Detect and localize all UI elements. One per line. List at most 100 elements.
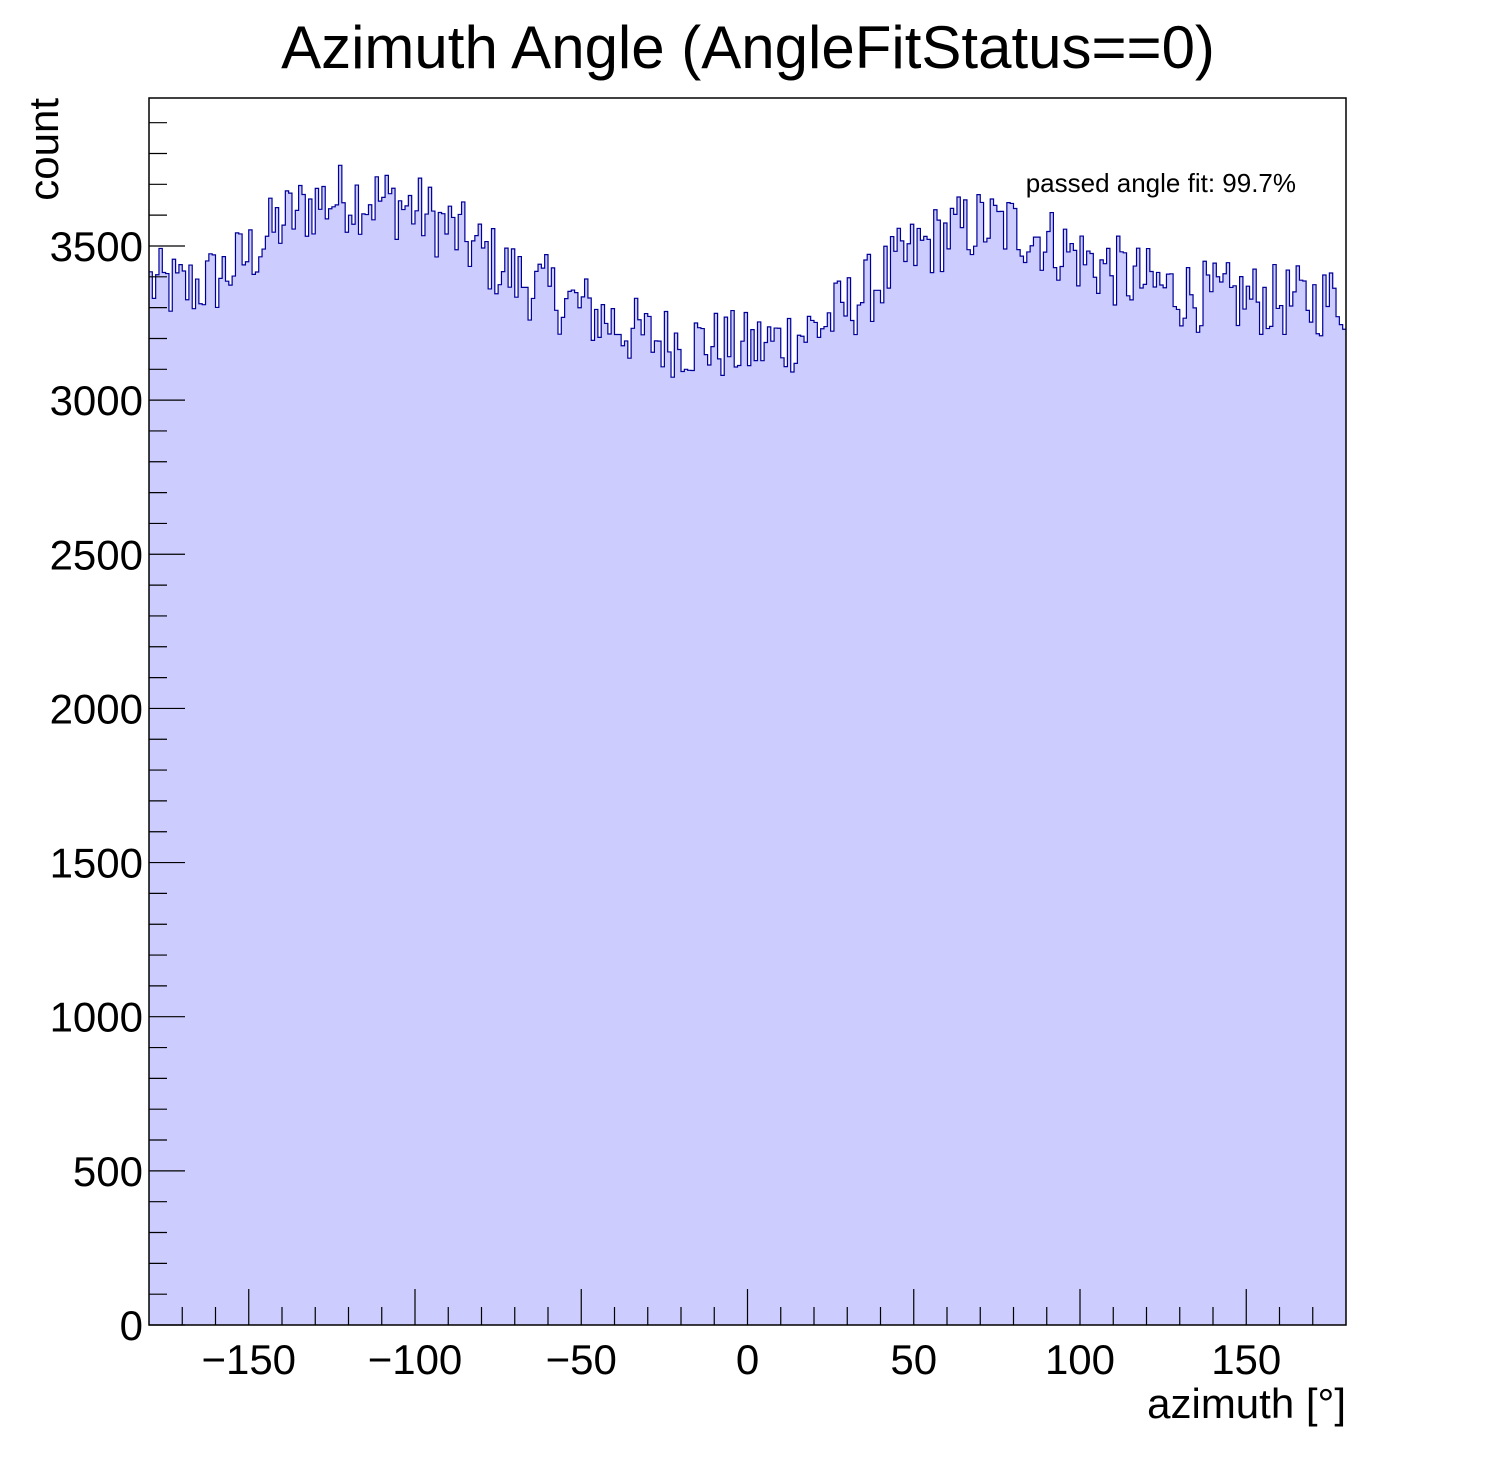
y-tick-label: 3000 xyxy=(50,377,143,424)
histogram-bin xyxy=(438,212,442,1325)
histogram-bin xyxy=(192,308,196,1325)
histogram-bin xyxy=(1123,252,1127,1326)
histogram-bin xyxy=(288,193,293,1325)
histogram-bin xyxy=(1053,267,1058,1325)
histogram-bin xyxy=(1000,211,1004,1326)
histogram-bin xyxy=(524,287,529,1325)
histogram-bin xyxy=(368,204,373,1326)
histogram-bin xyxy=(202,304,206,1325)
histogram-bin xyxy=(724,317,728,1325)
histogram-bin xyxy=(488,288,492,1325)
histogram-bin xyxy=(947,248,951,1325)
histogram-bin xyxy=(328,208,333,1325)
histogram-bin xyxy=(601,304,605,1325)
histogram-bin xyxy=(434,256,439,1325)
histogram-bin xyxy=(637,319,642,1325)
histogram-bin xyxy=(1149,271,1154,1325)
histogram-bin xyxy=(1056,280,1061,1326)
x-tick-label: 100 xyxy=(1045,1336,1115,1383)
histogram-bin xyxy=(920,240,925,1326)
histogram-bin xyxy=(780,357,785,1325)
histogram-bin xyxy=(1179,325,1184,1326)
histogram-bin xyxy=(198,303,203,1326)
histogram-bin xyxy=(1252,269,1257,1325)
histogram-bin xyxy=(1342,329,1347,1325)
histogram-bin xyxy=(521,287,526,1325)
histogram-bin xyxy=(823,326,828,1325)
histogram-bin xyxy=(152,298,157,1325)
histogram-bin xyxy=(607,334,612,1325)
histogram-bin xyxy=(1060,266,1064,1325)
histogram-bin xyxy=(986,238,991,1325)
histogram-bin xyxy=(185,299,190,1325)
histogram-outline xyxy=(149,164,1346,378)
histogram-bin xyxy=(584,279,589,1326)
histogram-bin xyxy=(1126,295,1131,1325)
histogram-bin xyxy=(1040,270,1044,1325)
histogram-bin xyxy=(744,312,748,1325)
histogram-bin xyxy=(557,334,562,1326)
histogram-bin xyxy=(401,209,406,1325)
histogram-bin xyxy=(212,254,216,1325)
histogram-bin xyxy=(651,352,655,1325)
histogram-bin xyxy=(927,239,931,1326)
x-tick-label: 0 xyxy=(736,1336,759,1383)
histogram-bin xyxy=(1076,285,1081,1326)
histogram-bin xyxy=(840,302,845,1325)
histogram-bin xyxy=(661,366,665,1326)
histogram-bin xyxy=(325,218,329,1326)
histogram-bin xyxy=(684,369,689,1325)
histogram-bin xyxy=(784,366,788,1326)
y-tick-label: 2000 xyxy=(50,685,143,732)
histogram-bin xyxy=(494,293,499,1325)
histogram-bin xyxy=(604,323,609,1326)
histogram-bin xyxy=(162,272,167,1325)
histogram-bin xyxy=(282,225,286,1326)
histogram-bin xyxy=(1329,273,1334,1326)
histogram-bin xyxy=(238,233,243,1325)
histogram-bin xyxy=(1289,305,1294,1325)
histogram-bin xyxy=(1113,305,1117,1325)
histogram-bin xyxy=(667,351,672,1325)
histogram-bin xyxy=(641,334,645,1325)
histogram-bin xyxy=(797,335,802,1326)
histogram-bin xyxy=(518,256,522,1325)
histogram-bin xyxy=(754,360,758,1325)
histogram-bin xyxy=(175,272,180,1325)
histogram-bin xyxy=(1146,248,1151,1326)
histogram-bin xyxy=(830,331,835,1325)
histogram-bin xyxy=(976,194,981,1326)
histogram-bin xyxy=(1013,208,1018,1325)
histogram-bin xyxy=(1213,263,1217,1325)
histogram-bin xyxy=(262,249,266,1325)
histogram-bin xyxy=(1193,307,1197,1325)
histogram-bin xyxy=(837,281,841,1325)
histogram-bin xyxy=(355,185,359,1325)
histogram-bin xyxy=(574,292,579,1325)
histogram-bin xyxy=(1143,284,1147,1326)
histogram-bin xyxy=(581,296,585,1325)
histogram-bin xyxy=(621,345,625,1326)
histogram-bin xyxy=(1279,305,1284,1326)
histogram-bin xyxy=(1139,288,1144,1325)
histogram-bin xyxy=(1239,276,1244,1326)
histogram-bin xyxy=(205,260,210,1325)
histogram-bin xyxy=(375,176,379,1326)
histogram-bin xyxy=(760,360,765,1325)
histogram-bin xyxy=(1020,256,1024,1325)
histogram-bin xyxy=(970,254,974,1325)
histogram-bin xyxy=(1166,274,1171,1326)
histogram-bin xyxy=(814,322,818,1326)
histogram-bin xyxy=(627,358,632,1325)
histogram-bin xyxy=(1266,328,1270,1325)
histogram-bin xyxy=(544,254,549,1325)
histogram-bin xyxy=(268,198,273,1326)
histogram-bin xyxy=(415,210,419,1326)
histogram-bin xyxy=(172,259,176,1326)
histogram-bin xyxy=(182,270,186,1326)
histogram-bin xyxy=(1309,322,1314,1326)
histogram-bin xyxy=(378,201,383,1325)
histogram-bin xyxy=(208,253,213,1325)
y-axis-label: count xyxy=(20,98,67,201)
